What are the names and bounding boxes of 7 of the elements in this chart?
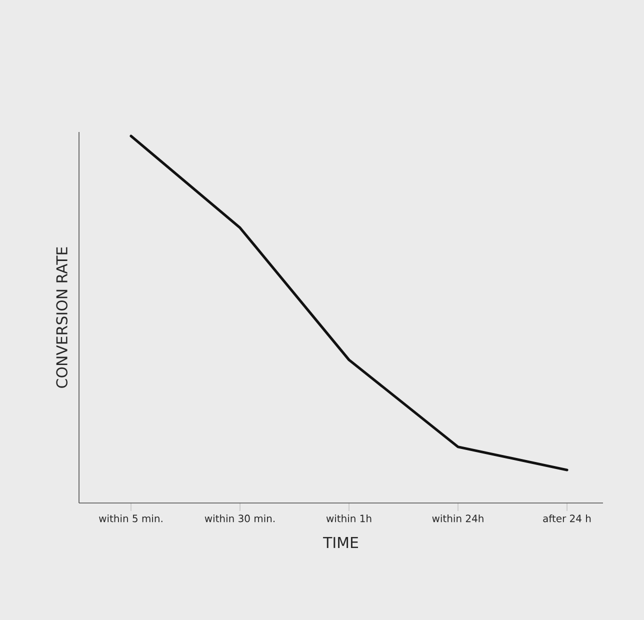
x-tick-label: within 24h <box>432 514 484 522</box>
x-axis-title: TIME <box>323 537 358 548</box>
y-axis-title: CONVERSION RATE <box>56 247 68 388</box>
x-tick-label: after 24 h <box>543 514 591 522</box>
x-tick-label: within 1h <box>326 514 372 522</box>
x-tick-label: within 30 min. <box>204 514 275 522</box>
x-tick-label: within 5 min. <box>99 514 162 522</box>
